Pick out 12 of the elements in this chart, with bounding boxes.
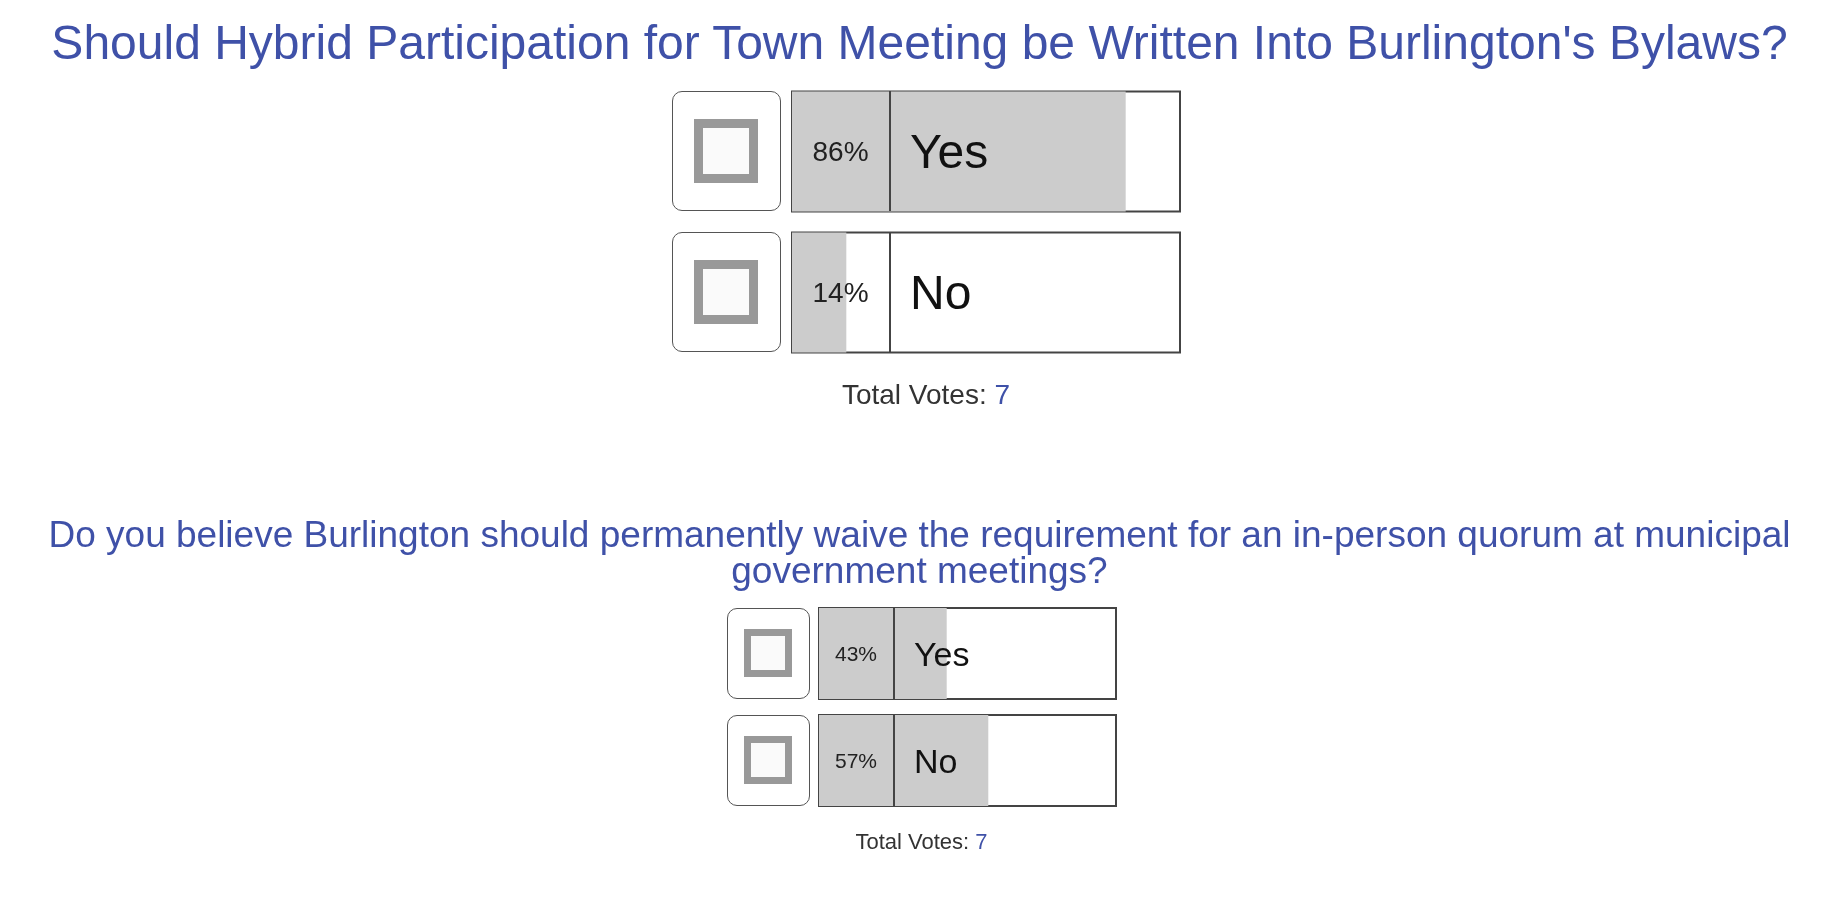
chart-title: Do you believe Burlington should permanently waive the requirement for an in-person quorum at municipal government meetings?: [47, 514, 1792, 591]
data-label: 57%: [834, 749, 878, 772]
text: Total Votes: 7: [840, 378, 1012, 412]
text: Total Votes: 7: [854, 829, 989, 855]
data-label: 14%: [812, 276, 869, 308]
y-tick-label: No: [914, 741, 958, 780]
y-tick-label: No: [910, 265, 972, 319]
chart-title: Should Hybrid Participation for Town Meeting be Written Into Burlington's Bylaws?: [50, 16, 1789, 69]
data-label: 43%: [834, 642, 878, 665]
y-tick-label: Yes: [910, 124, 989, 178]
y-tick-label: Yes: [914, 634, 970, 673]
data-label: 86%: [812, 135, 869, 167]
